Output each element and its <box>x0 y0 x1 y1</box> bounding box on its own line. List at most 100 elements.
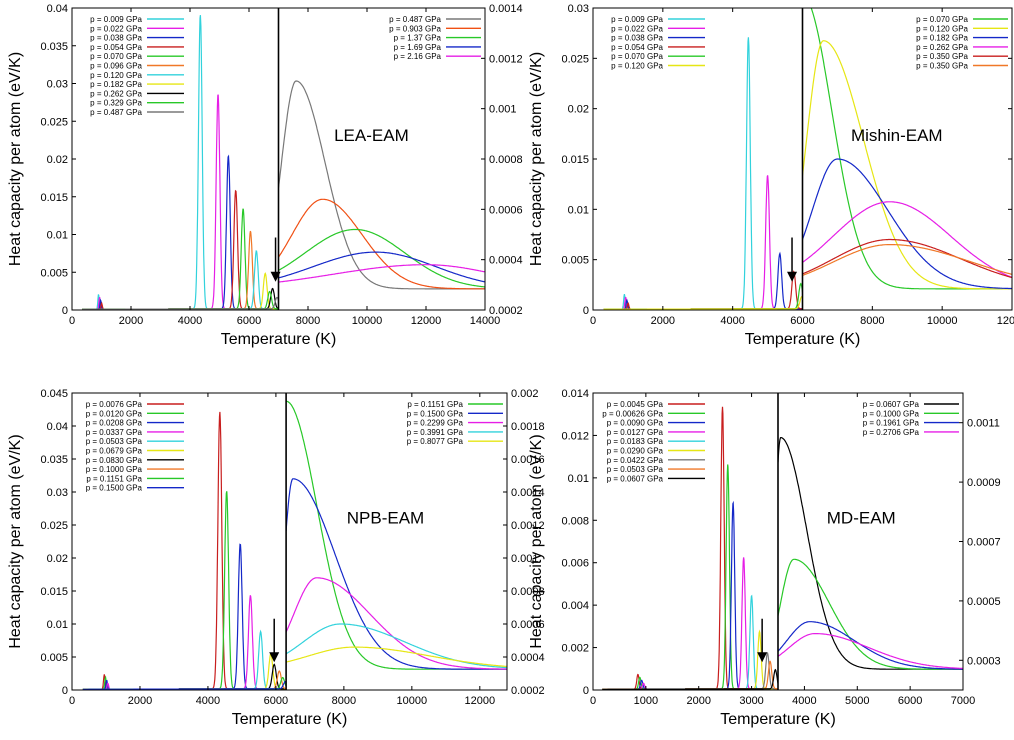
legend-label: p = 0.070 GPa <box>916 15 968 24</box>
curve-left-2 <box>602 464 778 690</box>
legend-label: p = 0.0208 GPa <box>86 419 143 428</box>
legend-label: p = 1.69 GPa <box>394 43 442 52</box>
left-y-tick-label: 0.03 <box>568 3 589 15</box>
curve-right-1 <box>278 80 485 290</box>
left-region-curves <box>82 411 287 690</box>
left-y-tick-label: 0.03 <box>47 79 68 91</box>
x-tick-label: 10000 <box>927 315 958 327</box>
curve-left-4 <box>82 595 286 690</box>
right-y-tick-label: 0.0012 <box>511 520 545 532</box>
x-tick-label: 10000 <box>352 315 383 327</box>
left-y-tick-label: 0.015 <box>561 154 589 166</box>
right-region-curves <box>278 80 485 290</box>
curve-left-6 <box>602 629 778 690</box>
legend-label: p = 0.487 GPa <box>90 108 142 117</box>
legend-label: p = 0.054 GPa <box>611 43 663 52</box>
legend-label: p = 0.8077 GPa <box>407 437 464 446</box>
curve-right-5 <box>802 238 1012 279</box>
legend-label: p = 0.262 GPa <box>916 43 968 52</box>
legend-label: p = 0.329 GPa <box>90 99 142 108</box>
left-y-tick-label: 0.01 <box>47 230 68 242</box>
curve-right-3 <box>286 577 507 670</box>
left-y-tick-label: 0.02 <box>47 154 68 166</box>
right-y-tick-label: 0.0004 <box>489 255 523 267</box>
legend-label: p = 0.1000 GPa <box>863 409 920 418</box>
x-tick-label: 4000 <box>178 315 202 327</box>
chart-panel-2: 0 2000 4000 6000 8000 10000 12000 0 0.005 0.01 0.0… <box>528 3 1014 348</box>
curve-right-4 <box>778 633 963 669</box>
legend-label: p = 0.0503 GPa <box>86 437 143 446</box>
x-axis-label: Temperature (K) <box>232 711 348 728</box>
legend-label: p = 0.096 GPa <box>90 62 142 71</box>
left-y-tick-label: 0.04 <box>47 421 68 433</box>
legend-label: p = 0.120 GPa <box>916 24 968 33</box>
left-y-tick-label: 0.03 <box>47 487 68 499</box>
panel-annotation: NPB-EAM <box>347 509 424 528</box>
left-region-curves <box>602 406 778 690</box>
left-y-tick-label: 0.035 <box>40 454 68 466</box>
left-y-tick-label: 0.025 <box>561 53 589 65</box>
left-y-tick-label: 0.002 <box>561 643 589 655</box>
curve-right-2 <box>286 478 507 670</box>
curve-left-8 <box>82 272 279 310</box>
left-y-tick-label: 0.035 <box>40 41 68 53</box>
right-region-curves <box>286 400 507 670</box>
right-y-tick-label: 0.0006 <box>511 619 545 631</box>
left-y-tick-label: 0 <box>583 305 589 317</box>
left-y-tick-label: 0 <box>583 685 589 697</box>
left-y-tick-label: 0.045 <box>40 388 68 400</box>
curve-left-2 <box>603 175 803 310</box>
legend-label: p = 0.0607 GPa <box>863 400 920 409</box>
y-axis-label: Heat capacity per atom (eV/K) <box>528 434 545 648</box>
right-y-tick-label: 0.0008 <box>489 154 523 166</box>
x-tick-label: 6000 <box>898 695 922 707</box>
left-y-tick-label: 0.015 <box>40 192 68 204</box>
panel-annotation: LEA-EAM <box>334 126 409 145</box>
legend-label: p = 0.2299 GPa <box>407 419 464 428</box>
x-tick-label: 5000 <box>845 695 869 707</box>
legend-label: p = 0.0183 GPa <box>607 437 664 446</box>
right-y-tick-label: 0.0008 <box>511 586 545 598</box>
x-tick-label: 3000 <box>739 695 763 707</box>
curve-left-2 <box>82 491 286 690</box>
x-tick-label: 7000 <box>951 695 975 707</box>
right-region-curves <box>802 8 1012 290</box>
legend-label: p = 0.0422 GPa <box>607 456 664 465</box>
left-y-tick-label: 0.025 <box>40 116 68 128</box>
legend-label: p = 0.0503 GPa <box>607 465 664 474</box>
curve-left-6 <box>603 296 803 310</box>
x-tick-label: 10000 <box>397 695 428 707</box>
x-tick-label: 2000 <box>128 695 152 707</box>
curve-right-2 <box>278 198 485 290</box>
curve-left-3 <box>82 154 279 310</box>
curve-right-2 <box>802 40 1012 290</box>
x-tick-label: 6000 <box>790 315 814 327</box>
curve-right-4 <box>278 251 485 283</box>
curve-left-5 <box>602 594 778 690</box>
legend-label: p = 0.120 GPa <box>90 71 142 80</box>
x-tick-label: 6000 <box>264 695 288 707</box>
right-y-tick-label: 0.0018 <box>511 421 545 433</box>
right-y-tick-label: 0.0002 <box>489 305 523 317</box>
x-tick-label: 0 <box>69 315 75 327</box>
chart-panel-3: 0 2000 4000 6000 8000 10000 12000 0 0.005 0.01 0.0… <box>7 388 545 728</box>
y-axis-label: Heat capacity per atom (eV/K) <box>7 434 24 648</box>
legend-label: p = 0.0045 GPa <box>607 400 664 409</box>
right-y-tick-label: 0.001 <box>511 553 539 565</box>
curve-right-4 <box>286 623 507 669</box>
legend-label: p = 0.1500 GPa <box>86 484 143 493</box>
x-tick-label: 0 <box>590 695 596 707</box>
right-y-tick-label: 0.0004 <box>511 652 545 664</box>
arrow-head <box>757 652 768 663</box>
legend-label: p = 0.120 GPa <box>611 62 663 71</box>
legend-label: p = 0.022 GPa <box>90 24 142 33</box>
right-y-tick-label: 0.001 <box>489 104 517 116</box>
legend-label: p = 0.1500 GPa <box>407 409 464 418</box>
chart-panel-1: 0 2000 4000 6000 8000 10000 12000 14000 0 0.005 0.… <box>7 3 523 348</box>
